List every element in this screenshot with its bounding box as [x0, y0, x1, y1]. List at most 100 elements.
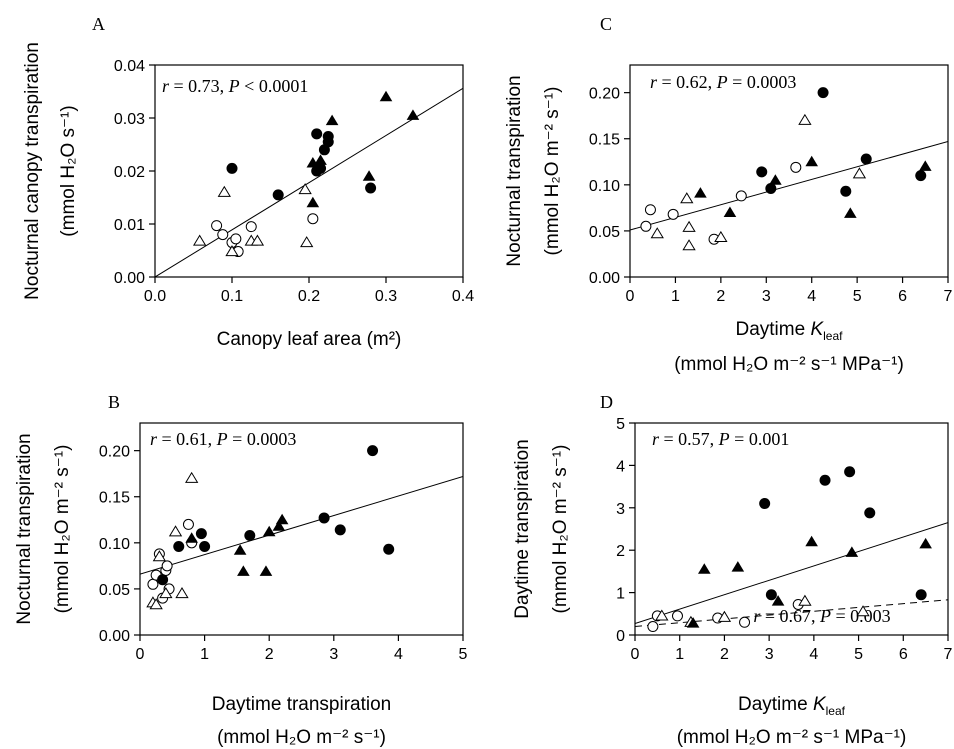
filled-triangle-point	[769, 174, 782, 185]
x-tick-label: 2	[720, 646, 729, 663]
y-tick-label: 0.00	[99, 628, 130, 645]
filled-circle-point	[819, 474, 831, 486]
stat-annotation: r = 0.62, P = 0.0003	[650, 72, 796, 92]
open-circle-point	[671, 610, 683, 622]
y-tick-label: 0.02	[114, 164, 145, 181]
x-tick-label: 0.4	[452, 288, 474, 305]
open-triangle-point	[798, 113, 812, 125]
y-tick-label: 0.20	[99, 444, 130, 461]
filled-triangle-point	[325, 114, 339, 126]
open-circle-point	[739, 616, 751, 628]
y-axis-label: Nocturnal canopy transpiration	[22, 42, 43, 300]
filled-triangle-point	[844, 207, 857, 218]
x-tick-label: 0	[136, 646, 145, 663]
filled-circle-point	[367, 445, 379, 457]
filled-circle-point	[311, 128, 323, 140]
open-circle-point	[790, 161, 802, 173]
x-tick-label: 4	[394, 646, 403, 663]
x-tick-label: 6	[899, 646, 908, 663]
fit-line	[630, 141, 948, 231]
y-tick-label: 3	[616, 501, 625, 518]
stat-annotation: r = 0.61, P = 0.0003	[150, 429, 296, 449]
open-circle-point	[230, 233, 242, 245]
x-axis-label: Daytime Kleaf	[735, 319, 843, 343]
filled-circle-point	[840, 185, 852, 197]
open-circle-point	[217, 229, 229, 241]
filled-circle-point	[765, 589, 777, 601]
open-circle-point	[182, 518, 194, 530]
filled-triangle-point	[686, 617, 700, 628]
y-tick-label: 0.10	[99, 536, 130, 553]
y-tick-label: 0.10	[589, 178, 620, 195]
open-triangle-point	[300, 236, 314, 248]
open-triangle-point	[682, 239, 696, 251]
x-tick-label: 0	[626, 288, 635, 305]
x-tick-label: 4	[807, 288, 816, 305]
panel-b: B 0 1 2 3 4 5 0.00 0.05 0.10 0.15 0.20 Nocturnal tra…	[14, 392, 468, 748]
y-axis-label: Daytime transpiration	[512, 439, 533, 619]
panel-letter: D	[600, 392, 613, 412]
open-circle-point	[245, 221, 257, 233]
open-circle-point	[307, 213, 319, 225]
open-circle-point	[161, 560, 173, 572]
open-circle-point	[147, 578, 159, 590]
open-triangle-point	[298, 183, 312, 195]
plot-frame	[139, 422, 464, 636]
x-tick-label: 3	[329, 646, 338, 663]
filled-triangle-point	[698, 563, 711, 574]
y-tick-label: 1	[616, 586, 625, 603]
filled-triangle-point	[185, 532, 198, 543]
plot-frame	[634, 422, 949, 636]
y-tick-label: 0.15	[99, 490, 130, 507]
open-triangle-point	[852, 167, 867, 179]
open-triangle-point	[856, 605, 870, 617]
filled-circle-point	[864, 507, 876, 519]
y-tick-label: 0.00	[589, 270, 620, 287]
open-triangle-point	[185, 471, 199, 483]
open-triangle-point	[193, 234, 207, 246]
filled-circle-point	[860, 153, 872, 165]
x-tick-label: 3	[762, 288, 771, 305]
filled-circle-point	[195, 528, 207, 540]
x-tick-label: 6	[898, 288, 907, 305]
open-triangle-point	[650, 227, 664, 239]
x-tick-label: 0.1	[221, 288, 243, 305]
filled-triangle-point	[723, 206, 737, 217]
filled-triangle-point	[845, 546, 859, 557]
filled-triangle-point	[805, 155, 819, 167]
panel-d: D 0 1 2 3 4 5 6 7 0 1 2 3 4 5 Daytime transpiration (mmo…	[512, 392, 953, 748]
y-axis-label-units: (mmol H₂O m⁻² s⁻¹)	[550, 445, 571, 614]
filled-circle-point	[915, 170, 927, 182]
y-tick-label: 0.00	[114, 270, 145, 287]
filled-triangle-point	[306, 196, 320, 208]
filled-circle-point	[272, 189, 284, 201]
filled-circle-point	[759, 498, 771, 510]
filled-circle-point	[173, 541, 185, 553]
filled-circle-point	[844, 466, 856, 478]
x-tick-label: 0	[631, 646, 640, 663]
open-triangle-point	[682, 220, 696, 232]
x-tick-label: 7	[944, 646, 953, 663]
x-tick-label: 0.3	[375, 288, 397, 305]
x-tick-label: 1	[675, 646, 684, 663]
x-tick-label: 0.0	[144, 288, 166, 305]
y-tick-label: 0.04	[114, 58, 145, 75]
y-axis-label-units: (mmol H₂O s⁻¹)	[58, 105, 79, 236]
x-tick-label: 7	[944, 288, 953, 305]
filled-circle-point	[318, 512, 330, 524]
filled-triangle-point	[694, 187, 707, 198]
open-triangle-point	[159, 587, 173, 599]
y-tick-label: 5	[616, 416, 625, 433]
stat-annotation-dashed: r = 0.67, P = 0.003	[753, 606, 890, 626]
filled-triangle-point	[379, 90, 393, 102]
y-tick-label: 0.03	[114, 111, 145, 128]
panel-a: A 0.0 0.1 0.2 0.3 0.4 0.00 0.01 0.02 0.03 0.04 Noct…	[22, 14, 474, 350]
filled-triangle-point	[731, 561, 745, 572]
filled-triangle-point	[259, 565, 273, 576]
x-tick-label: 5	[853, 288, 862, 305]
open-circle-point	[667, 208, 679, 220]
x-tick-label: 2	[265, 646, 274, 663]
filled-circle-point	[226, 162, 238, 174]
x-axis-label-units: (mmol H₂O m⁻² s⁻¹ MPa⁻¹)	[677, 727, 907, 748]
open-triangle-point	[225, 245, 239, 257]
